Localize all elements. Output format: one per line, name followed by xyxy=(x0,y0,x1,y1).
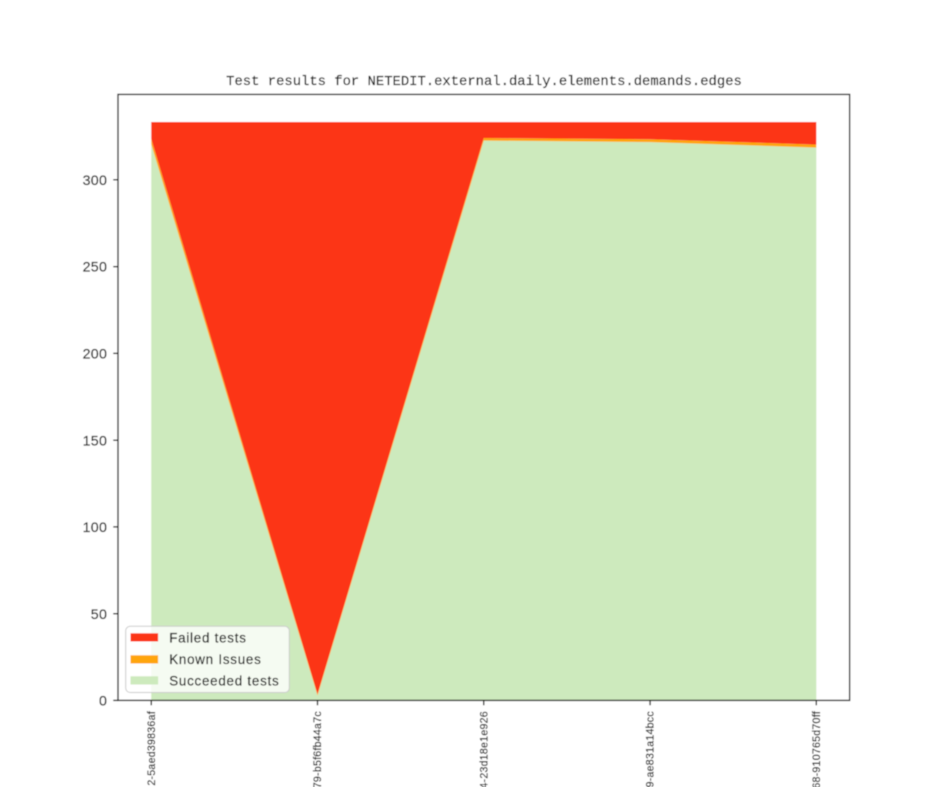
svg-text:Succeeded tests: Succeeded tests xyxy=(169,673,279,688)
svg-text:68-910765d70ff: 68-910765d70ff xyxy=(811,711,823,787)
svg-text:0: 0 xyxy=(99,694,107,710)
svg-text:Failed tests: Failed tests xyxy=(169,631,246,646)
svg-text:300: 300 xyxy=(83,173,108,189)
svg-text:250: 250 xyxy=(83,260,108,276)
svg-text:79-b5f6fb44a7c: 79-b5f6fb44a7c xyxy=(312,711,324,787)
svg-text:Known Issues: Known Issues xyxy=(169,652,261,667)
svg-text:100: 100 xyxy=(83,520,108,536)
svg-text:50: 50 xyxy=(91,607,107,623)
svg-text:150: 150 xyxy=(83,433,108,449)
svg-text:9-ae831a14bcc: 9-ae831a14bcc xyxy=(645,711,657,787)
svg-text:Test results for NETEDIT.exter: Test results for NETEDIT.external.daily.… xyxy=(226,74,742,90)
svg-text:2-5aed39836af: 2-5aed39836af xyxy=(146,711,158,786)
svg-text:200: 200 xyxy=(83,347,108,363)
svg-text:4-23d18e1e926: 4-23d18e1e926 xyxy=(478,711,490,787)
